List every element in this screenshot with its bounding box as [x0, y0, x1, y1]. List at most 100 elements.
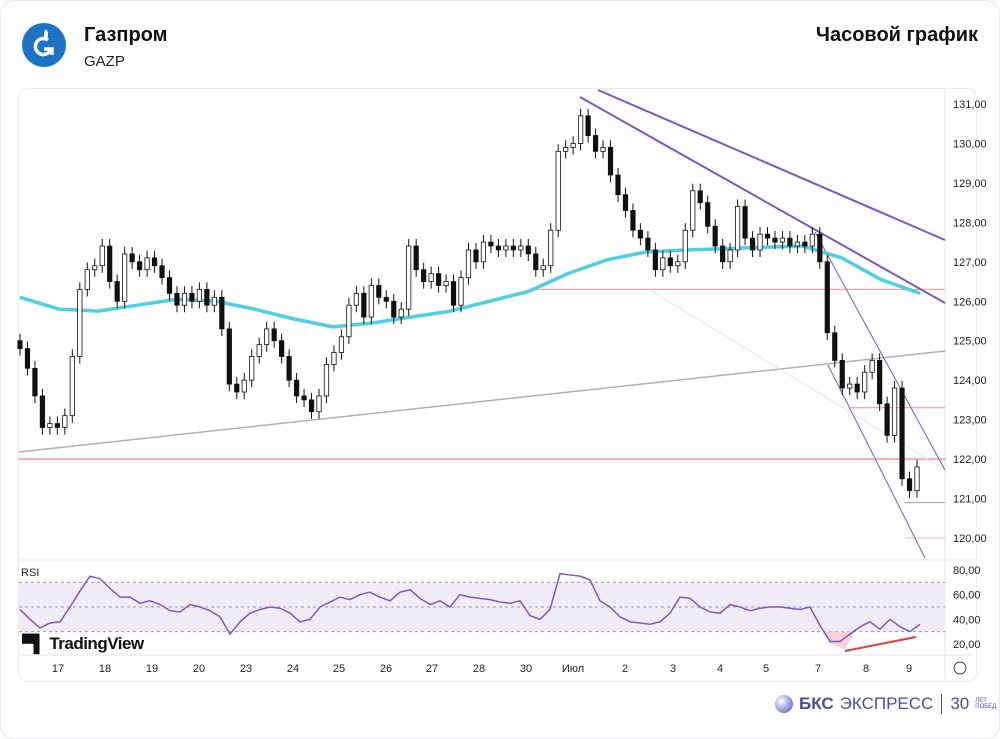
candle-down — [817, 233, 823, 263]
candle-down — [525, 245, 531, 255]
time-tick-label: 25 — [333, 663, 345, 675]
price-tick-label: 130,00 — [953, 138, 987, 150]
candle-down — [413, 245, 419, 271]
rsi-divergence-line — [844, 636, 917, 652]
candle-down — [824, 261, 830, 334]
brand-separator — [941, 694, 943, 714]
candle-up — [563, 146, 569, 152]
candle-up — [69, 356, 75, 417]
candle-up — [99, 245, 105, 267]
candle-down — [645, 237, 651, 251]
time-tick-label: 8 — [863, 663, 869, 675]
candle-up — [264, 328, 270, 346]
candle-up — [794, 241, 801, 247]
candle-up — [869, 360, 875, 373]
gazprom-logo-icon — [22, 23, 66, 67]
candle-up — [914, 466, 920, 492]
candle-down — [705, 202, 711, 227]
candle-down — [488, 241, 494, 247]
rsi-tick-label: 60,00 — [953, 590, 981, 602]
candle-up — [256, 344, 262, 357]
candle-down — [906, 478, 913, 492]
candle-up — [241, 379, 247, 393]
candle-up — [338, 336, 345, 353]
candle-up — [809, 233, 815, 247]
candle-down — [54, 423, 60, 428]
time-tick-label: 5 — [763, 663, 769, 675]
anniv-number: 30 — [950, 694, 970, 713]
candle-up — [518, 245, 524, 251]
candle-down — [279, 340, 285, 357]
candle-up — [443, 281, 449, 286]
candle-up — [660, 257, 666, 271]
price-tick-label: 128,00 — [953, 217, 987, 229]
time-tick-label: 30 — [520, 663, 532, 675]
candle-up — [406, 245, 412, 310]
candle-down — [174, 292, 180, 306]
time-tick-label: 3 — [670, 663, 676, 675]
time-tick-label: 17 — [52, 663, 64, 675]
candle-down — [884, 403, 890, 436]
candle-up — [675, 261, 681, 267]
candle-up — [862, 371, 868, 393]
candle-up — [682, 229, 688, 263]
candle-up — [779, 237, 786, 243]
candle-up — [690, 190, 696, 231]
candle-up — [77, 289, 83, 357]
candle-down — [772, 237, 778, 243]
settings-icon[interactable] — [953, 661, 967, 675]
candle-down — [421, 269, 427, 282]
time-tick-label: 18 — [99, 663, 111, 675]
candle-down — [361, 292, 367, 318]
candle-up — [122, 253, 128, 302]
candle-down — [151, 257, 158, 267]
candle-up — [891, 387, 898, 436]
time-tick-label: 2 — [622, 663, 628, 675]
candle-down — [637, 229, 644, 239]
candle-down — [391, 300, 397, 318]
candle-up — [458, 277, 464, 306]
time-tick-label: 4 — [717, 663, 723, 675]
tradingview-watermark: ▀▌ TradingView — [22, 634, 144, 653]
candle-down — [114, 281, 120, 302]
candle-down — [166, 277, 173, 294]
candle-up — [578, 115, 584, 144]
brand-name: ЭКСПРЕСС — [839, 694, 934, 713]
candle-up — [757, 233, 763, 251]
time-tick-label: 9 — [906, 663, 912, 675]
channel-upper — [814, 231, 946, 471]
candle-up — [92, 265, 98, 271]
candle-down — [622, 194, 629, 211]
chart-frame — [18, 88, 977, 682]
candle-up — [47, 423, 53, 428]
candle-down — [667, 257, 673, 267]
candle-down — [24, 348, 31, 369]
candle-down — [450, 281, 457, 306]
anniv-text-1: ЛЕТ — [975, 698, 987, 704]
price-tick-label: 121,00 — [953, 494, 987, 506]
candle-down — [226, 328, 232, 385]
candle-down — [712, 225, 718, 247]
candle-down — [383, 296, 389, 302]
candle-down — [839, 360, 845, 389]
candle-down — [533, 253, 539, 271]
candle-down — [787, 237, 793, 247]
candle-down — [697, 190, 703, 204]
candle-up — [600, 146, 606, 152]
time-tick-label: 27 — [426, 663, 438, 675]
candle-up — [735, 206, 741, 251]
price-tick-label: 120,00 — [953, 533, 987, 545]
candle-up — [181, 292, 188, 306]
candle-down — [286, 356, 292, 381]
brand-bold: БКС — [799, 694, 834, 713]
price-tick-label: 122,00 — [953, 454, 987, 466]
candle-up — [570, 143, 576, 148]
candle-up — [353, 292, 359, 306]
candle-down — [204, 289, 210, 306]
channel-lower — [827, 364, 926, 559]
candle-up — [144, 257, 150, 271]
time-tick-label: 20 — [193, 663, 205, 675]
candle-up — [84, 269, 90, 290]
candle-down — [435, 273, 442, 286]
